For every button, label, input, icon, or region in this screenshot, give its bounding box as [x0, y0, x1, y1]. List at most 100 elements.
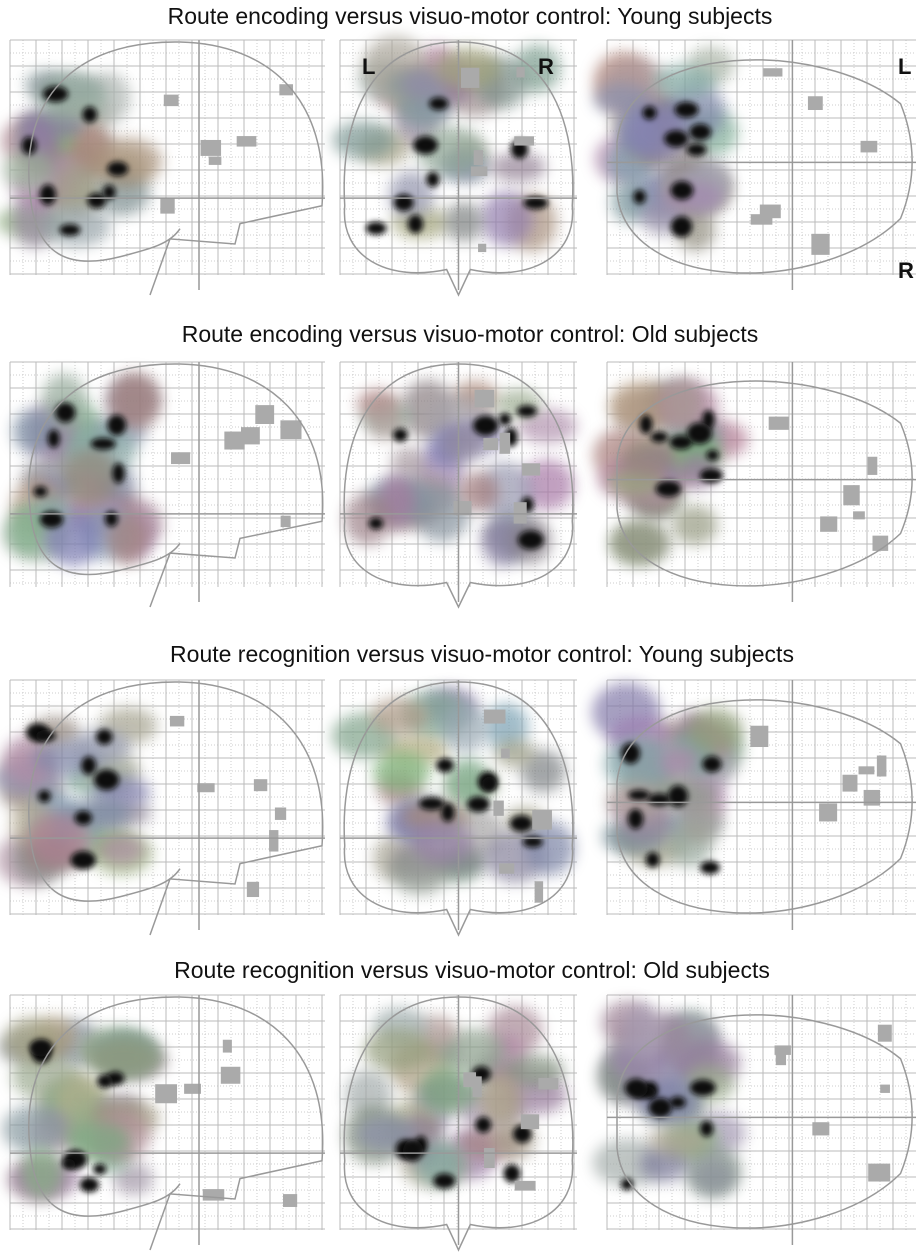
- activation-spot: [483, 438, 498, 450]
- activation-spot: [280, 420, 301, 439]
- activation-spot: [171, 452, 190, 464]
- activation-peak: [628, 809, 643, 829]
- activation-blob: [373, 751, 431, 792]
- activation-spot: [475, 390, 495, 408]
- activation-peak: [467, 796, 490, 812]
- activation-peak: [48, 430, 60, 448]
- brain-panel: [0, 40, 325, 295]
- activation-peak: [648, 793, 671, 805]
- row-title: Route encoding versus visuo-motor contro…: [182, 321, 759, 347]
- activation-peak: [429, 97, 448, 110]
- activation-spot: [201, 140, 222, 156]
- activation-spot: [877, 756, 887, 777]
- activation: [0, 707, 286, 897]
- activation-blob: [5, 1017, 60, 1063]
- activation-blob: [412, 821, 473, 865]
- activation-peak: [94, 769, 119, 790]
- activation-blob: [672, 505, 718, 545]
- activation-peak: [59, 224, 80, 236]
- side-label: R: [898, 258, 914, 283]
- activation-peak: [408, 215, 423, 234]
- activation-spot: [516, 67, 524, 78]
- activation-spot: [872, 536, 888, 551]
- activation-spot: [501, 749, 510, 759]
- activation-blob: [62, 449, 118, 505]
- activation-peak: [93, 1164, 106, 1175]
- activation-spot: [522, 463, 540, 475]
- activation-peak: [700, 861, 720, 874]
- activation: [332, 687, 575, 902]
- activation: [0, 1016, 297, 1207]
- activation-peak: [433, 1173, 455, 1188]
- activation-spot: [868, 1164, 890, 1182]
- activation-peak: [671, 181, 694, 200]
- activation-peak: [91, 438, 116, 450]
- activation-peak: [82, 106, 97, 122]
- activation-spot: [751, 214, 773, 224]
- page: Route encoding versus visuo-motor contro…: [0, 0, 916, 1255]
- activation-peak: [640, 415, 653, 434]
- activation-peak: [690, 1080, 716, 1096]
- activation-peak: [499, 413, 511, 426]
- activation-spot: [478, 244, 486, 252]
- activation-spot: [254, 779, 267, 791]
- activation-blob: [88, 1038, 159, 1078]
- activation-peak: [510, 815, 533, 831]
- activation-spot: [484, 1148, 495, 1168]
- row-title: Route encoding versus visuo-motor contro…: [168, 3, 773, 29]
- activation-spot: [819, 803, 837, 821]
- activation-peak: [393, 428, 408, 441]
- activation-spot: [283, 1194, 297, 1207]
- activation-peak: [71, 851, 96, 869]
- activation-spot: [880, 1085, 890, 1093]
- activation-spot: [812, 1122, 829, 1135]
- activation-blob: [693, 1159, 735, 1193]
- activation-spot: [255, 405, 274, 424]
- activation-peak: [700, 469, 723, 483]
- activation-spot: [514, 502, 527, 523]
- row-title: Route recognition versus visuo-motor con…: [170, 641, 794, 667]
- activation-peak: [649, 1098, 672, 1118]
- brain-panel: [593, 362, 916, 602]
- activation-peak: [96, 729, 113, 745]
- activation-spot: [868, 457, 878, 475]
- activation-spot: [281, 516, 291, 527]
- activation-peak: [80, 1177, 99, 1192]
- side-label: L: [362, 54, 375, 79]
- activation-peak: [700, 1121, 713, 1137]
- activation-spot: [776, 1048, 786, 1065]
- activation-spot: [223, 1040, 232, 1053]
- activation-blob: [333, 121, 395, 159]
- activation-peak: [675, 102, 699, 118]
- brain-panel: [593, 995, 916, 1245]
- activation-peak: [650, 432, 668, 443]
- side-label: R: [538, 54, 554, 79]
- activation-spot: [197, 783, 214, 792]
- activation-peak: [503, 1164, 520, 1182]
- activation-blob: [481, 191, 533, 247]
- activation-spot: [864, 790, 880, 806]
- activation-blob: [345, 493, 392, 546]
- activation-peak: [97, 1075, 113, 1088]
- activation-spot: [532, 810, 552, 830]
- activation-peak: [473, 416, 499, 436]
- activation-peak: [40, 184, 56, 205]
- activation-spot: [842, 775, 857, 792]
- activation-peak: [482, 777, 496, 791]
- activation-spot: [499, 863, 514, 873]
- activation-peak: [34, 486, 47, 497]
- activation-spot: [808, 96, 823, 110]
- figure: Route encoding versus visuo-motor contro…: [0, 0, 916, 1255]
- activation-peak: [394, 194, 414, 211]
- activation-spot: [769, 417, 789, 430]
- row-title: Route recognition versus visuo-motor con…: [174, 957, 770, 983]
- activation-spot: [535, 881, 544, 902]
- activation: [593, 47, 877, 255]
- activation-peak: [38, 790, 51, 802]
- activation-peak: [103, 185, 116, 199]
- activation-spot: [247, 882, 259, 897]
- activation-peak: [369, 517, 384, 529]
- activation-spot: [859, 766, 875, 774]
- activation-blob: [621, 439, 675, 477]
- activation-spot: [221, 1067, 241, 1084]
